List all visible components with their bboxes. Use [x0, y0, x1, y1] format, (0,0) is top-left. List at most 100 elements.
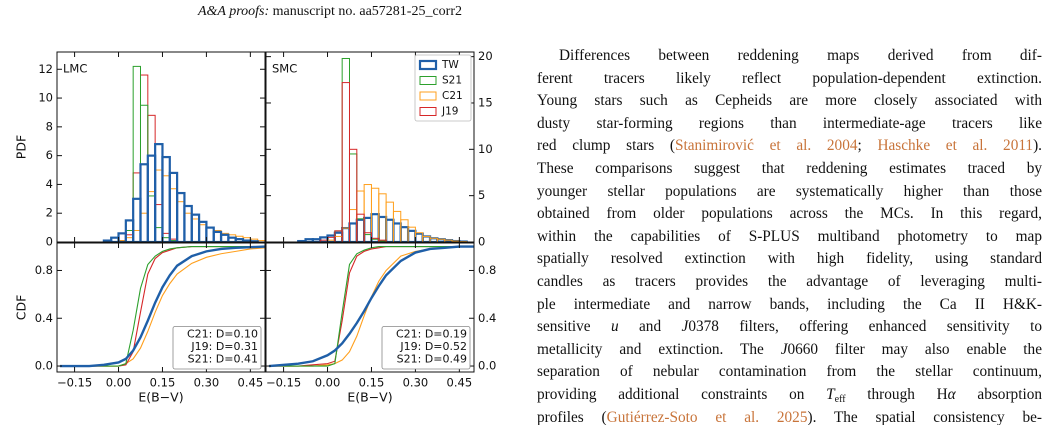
- panel-label: LMC: [63, 62, 87, 76]
- y-tick-label: 2: [46, 206, 53, 220]
- x-tick-label: 0.30: [194, 376, 220, 390]
- text-line: profiles (Gutiérrez-Soto et al. 2025). T…: [537, 407, 1042, 425]
- legend-swatch: [418, 59, 438, 71]
- histogram-bar: [341, 57, 350, 242]
- annotation: S21: D=0.49: [397, 353, 467, 366]
- text-run: ).: [1033, 137, 1042, 155]
- y-tick-label: 0.8: [35, 263, 53, 277]
- cdf-line: [268, 246, 474, 367]
- text-run: obtained from older populations across t…: [537, 205, 1042, 223]
- text-run: α: [947, 385, 956, 403]
- text-line: red clump stars (Stanimirović et al. 200…: [537, 135, 1042, 158]
- legend-swatch: [419, 76, 437, 85]
- annotation: J19: D=0.31: [190, 340, 258, 353]
- text-line: Differences between reddening maps deriv…: [537, 45, 1042, 68]
- text-run: and: [618, 318, 682, 336]
- histogram-bar: [348, 148, 358, 242]
- figure: 0 2 4 6 8 10 12 LMC PDF 0 5 10 15 20 SMC TW S21 C21 J19 −0.…: [14, 49, 497, 405]
- text-line: separation of nebular contamination from…: [537, 361, 1042, 384]
- histogram-bar: [378, 239, 387, 242]
- y-tick-label: 6: [46, 148, 53, 162]
- panel-label: SMC: [272, 62, 297, 76]
- text-run: These comparisons suggest that reddening…: [537, 159, 1042, 177]
- text-line: These comparisons suggest that reddening…: [537, 158, 1042, 181]
- text-run: 0378 filters, offering enhanced sensitiv…: [688, 318, 1042, 336]
- text-run: metallicity and extinction. The: [537, 340, 781, 358]
- text-run: dusty star-forming regions than intermed…: [537, 114, 1042, 132]
- legend-swatch: [419, 107, 437, 116]
- text-line: spatially resolved extinction with high …: [537, 248, 1042, 271]
- y-tick-label: 15: [478, 95, 493, 109]
- citation[interactable]: Gutiérrez-Soto et al. 2025: [606, 408, 808, 425]
- y-tick-label: 0.0: [478, 359, 496, 373]
- text-run: profiles (: [537, 408, 607, 425]
- y-tick-label: 8: [46, 119, 53, 133]
- text-run: Differences between reddening maps deriv…: [559, 47, 1042, 64]
- text-run: T: [826, 385, 835, 403]
- y-tick-label: 20: [478, 49, 493, 63]
- x-tick-label: 0.15: [150, 376, 176, 390]
- x-axis-label: E(B−V): [347, 390, 392, 405]
- cdf-line: [59, 246, 265, 367]
- cdf-line: [268, 245, 474, 368]
- text-run: ). The spatial consistency be-: [807, 408, 1042, 425]
- text-run: ple intermediate and narrow bands, inclu…: [537, 295, 1042, 313]
- y-tick-label: 0.8: [478, 263, 496, 277]
- y-tick-label: 0: [478, 235, 485, 249]
- x-tick-label: 0.00: [106, 376, 132, 390]
- histogram-bar: [341, 82, 350, 242]
- journal: A&A proofs:: [197, 4, 270, 19]
- axes-frame: [265, 51, 475, 243]
- text-line: Young stars such as Cepheids are more cl…: [537, 90, 1042, 113]
- text-line: metallicity and extinction. The J0660 fi…: [537, 339, 1042, 362]
- y-tick-label: 0.0: [35, 359, 53, 373]
- plot-area: [268, 245, 474, 368]
- annotation: J19: D=0.52: [399, 340, 467, 353]
- annotation: C21: D=0.19: [396, 328, 467, 341]
- x-tick-label: 0.00: [315, 376, 341, 390]
- manuscript: manuscript no. aa57281-25_corr2: [272, 4, 462, 19]
- text-line: within the capabilities of S-PLUS multib…: [537, 226, 1042, 249]
- text-line: obtained from older populations across t…: [537, 203, 1042, 226]
- text-line: dusty star-forming regions than intermed…: [537, 113, 1042, 136]
- text-run: ;: [857, 137, 878, 155]
- y-axis-label: PDF: [14, 135, 29, 159]
- running-header: A&A proofs: manuscript no. aa57281-25_co…: [0, 4, 660, 20]
- legend-label: J19: [441, 106, 458, 118]
- y-tick-label: 0.4: [478, 311, 496, 325]
- text-run: u: [610, 318, 619, 336]
- histogram-bar: [356, 213, 365, 242]
- legend-label: C21: [442, 90, 463, 102]
- text-line: ferent tracers likely reflect population…: [537, 68, 1042, 91]
- legend-swatch: [419, 91, 437, 101]
- text-run: eff: [834, 393, 846, 405]
- text-line: ple intermediate and narrow bands, inclu…: [537, 294, 1042, 317]
- axes-frame: [56, 242, 266, 373]
- text-run: within the capabilities of S-PLUS multib…: [537, 227, 1042, 245]
- x-tick-label: 0.45: [238, 376, 264, 390]
- annotation: C21: D=0.10: [187, 328, 258, 341]
- x-axis-label: E(B−V): [138, 390, 183, 405]
- annotation-box: [381, 326, 471, 370]
- y-tick-label: 0.4: [35, 311, 53, 325]
- text-line: providing additional constraints on Teff…: [537, 384, 1042, 407]
- x-tick-label: 0.30: [403, 376, 429, 390]
- citation[interactable]: Haschke et al. 2011: [877, 137, 1034, 155]
- y-tick-label: 5: [478, 188, 485, 202]
- legend-box: [414, 54, 472, 122]
- legend-label: TW: [441, 59, 459, 71]
- text-run: Young stars such as Cepheids are more cl…: [537, 92, 1042, 110]
- citation[interactable]: Stanimirović et al. 2004: [674, 137, 858, 155]
- text-run: 0660 filter may also enable the: [787, 340, 1042, 358]
- y-tick-label: 4: [46, 177, 53, 191]
- text-run: through H: [845, 385, 948, 403]
- text-run: ferent tracers likely reflect population…: [537, 69, 1042, 87]
- text-run: candles as tracers provides the advantag…: [537, 272, 1042, 290]
- axes-frame: [265, 242, 475, 373]
- x-tick-label: −0.15: [266, 376, 301, 390]
- annotation: S21: D=0.41: [188, 353, 258, 366]
- text-line: sensitive u and J0378 filters, offering …: [537, 316, 1042, 339]
- text-line: candles as tracers provides the advantag…: [537, 271, 1042, 294]
- y-axis-label: CDF: [14, 295, 29, 321]
